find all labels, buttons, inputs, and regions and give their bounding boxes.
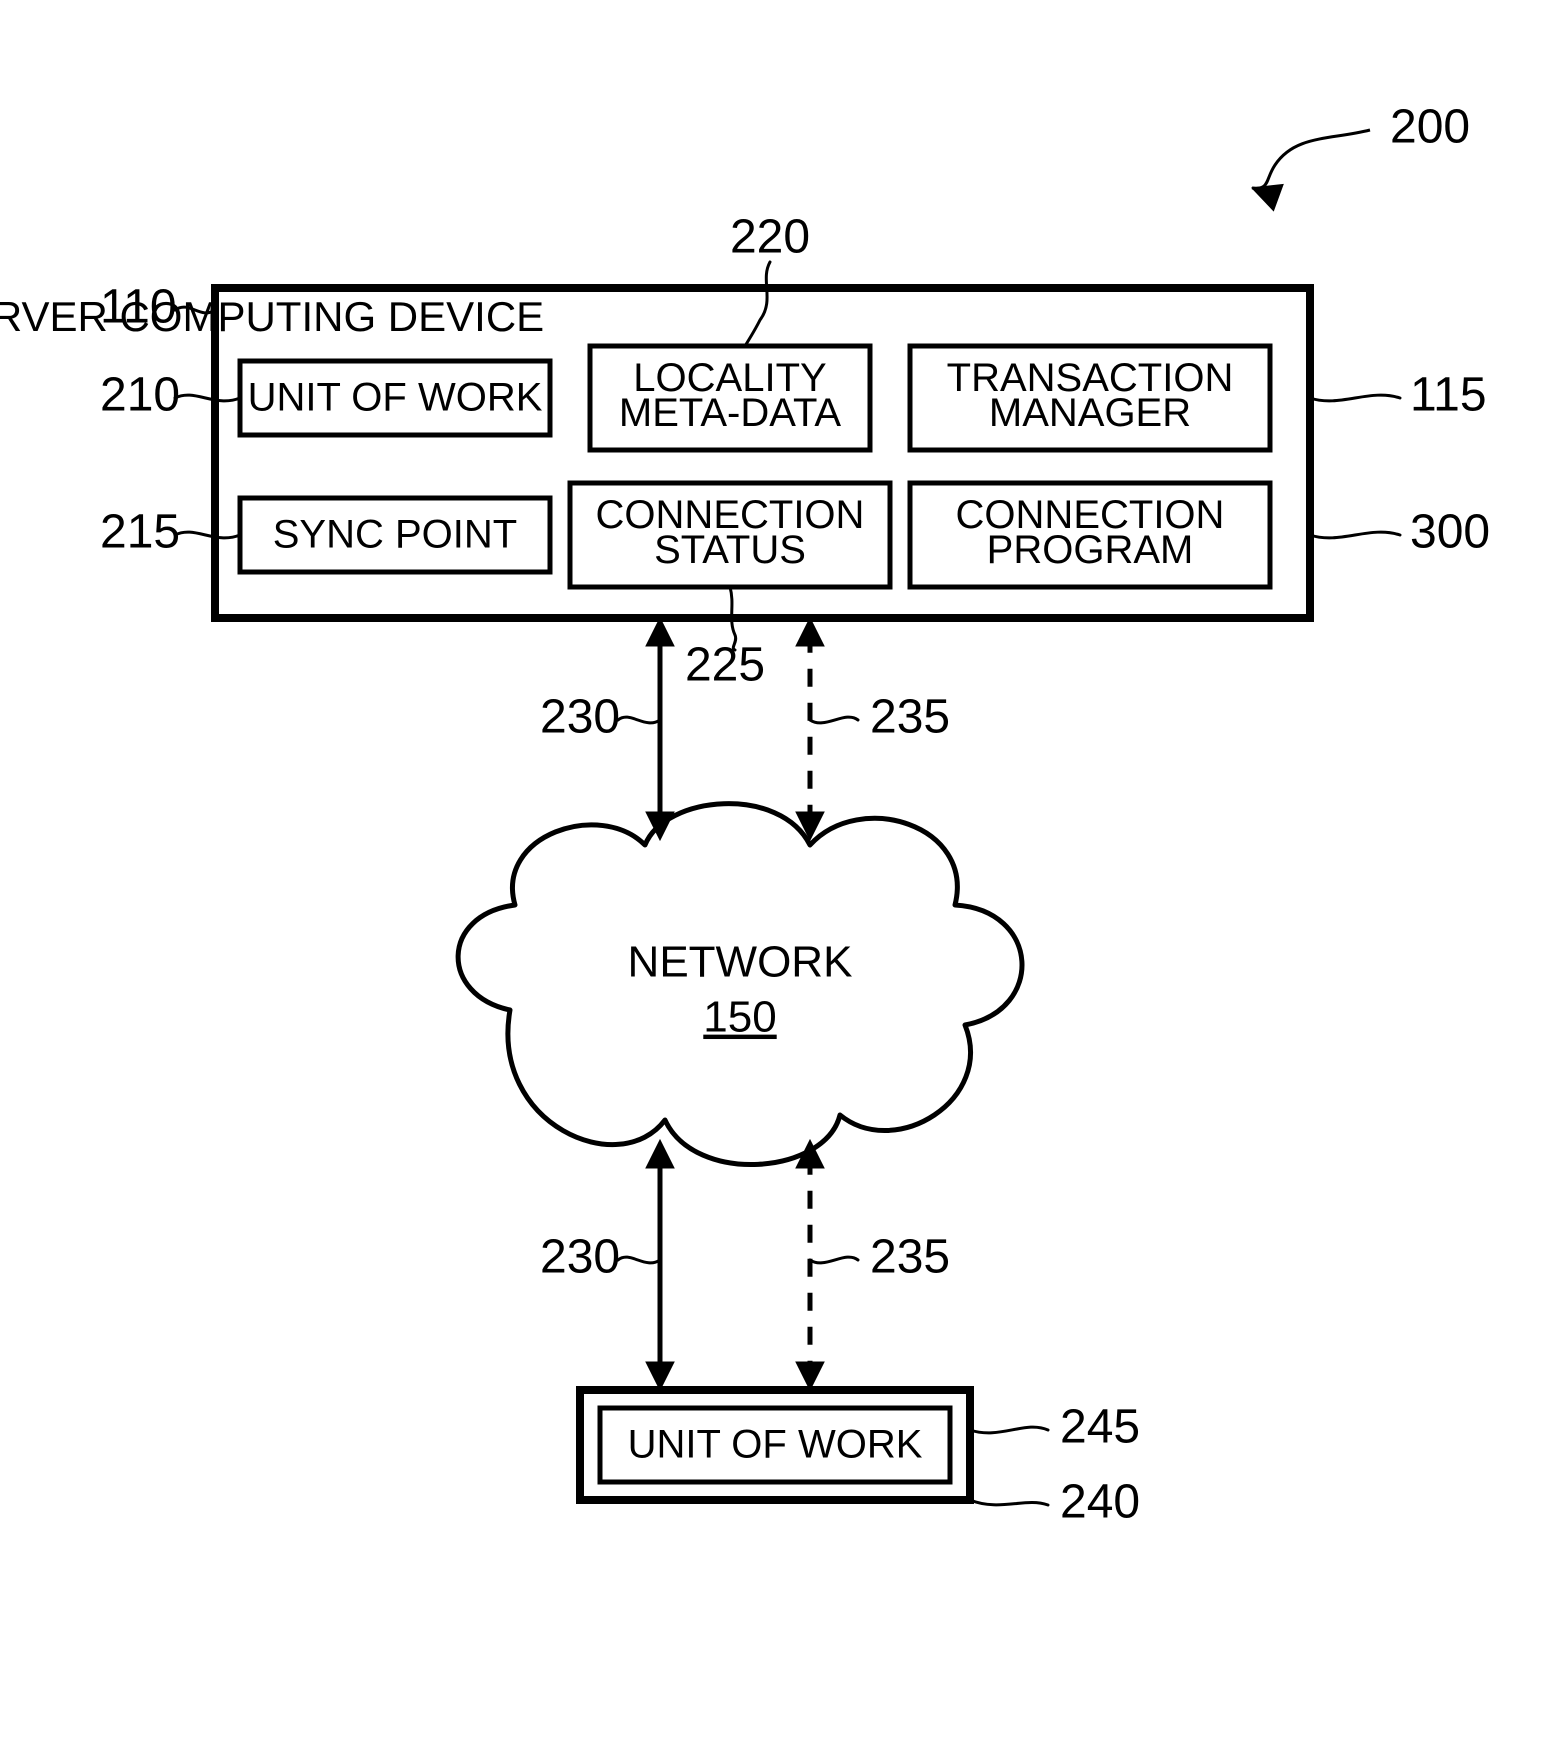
server-computing-device: SERVER COMPUTING DEVICE UNIT OF WORK LOCAL… [0, 288, 1310, 618]
svg-text:220: 220 [730, 211, 810, 264]
network-number: 150 [703, 993, 776, 1042]
ref-235: 235 [810, 1231, 950, 1284]
svg-text:245: 245 [1060, 1401, 1140, 1454]
ref-115: 115 [1310, 369, 1487, 422]
server-title: SERVER COMPUTING DEVICE [0, 293, 544, 340]
locality-box: LOCALITYMETA-DATA [590, 346, 870, 450]
svg-text:PROGRAM: PROGRAM [987, 528, 1194, 572]
txn-mgr-box: TRANSACTIONMANAGER [910, 346, 1270, 450]
ref-230: 230 [540, 1231, 660, 1284]
svg-text:STATUS: STATUS [654, 528, 806, 572]
conn-status-box: CONNECTIONSTATUS [570, 483, 890, 587]
svg-text:115: 115 [1410, 369, 1487, 422]
ref-240: 240 [970, 1476, 1140, 1529]
svg-text:230: 230 [540, 1231, 620, 1284]
svg-text:200: 200 [1390, 101, 1470, 154]
figure-reference: 200 [1252, 101, 1470, 211]
svg-text:215: 215 [100, 506, 180, 559]
svg-text:SYNC POINT: SYNC POINT [273, 513, 517, 557]
svg-text:UNIT OF WORK: UNIT OF WORK [248, 376, 543, 420]
svg-text:META-DATA: META-DATA [619, 391, 842, 435]
network-label: NETWORK [628, 938, 853, 987]
ref-230: 230 [540, 691, 660, 744]
svg-text:235: 235 [870, 691, 950, 744]
network-cloud: NETWORK 150 [458, 804, 1022, 1165]
svg-text:110: 110 [100, 281, 177, 334]
svg-text:UNIT OF WORK: UNIT OF WORK [628, 1423, 923, 1467]
conn-program-box: CONNECTIONPROGRAM [910, 483, 1270, 587]
sync-point-box: SYNC POINT [240, 498, 550, 572]
svg-text:240: 240 [1060, 1476, 1140, 1529]
ref-300: 300 [1310, 506, 1490, 559]
svg-text:MANAGER: MANAGER [989, 391, 1191, 435]
svg-text:230: 230 [540, 691, 620, 744]
svg-text:300: 300 [1410, 506, 1490, 559]
svg-text:210: 210 [100, 369, 180, 422]
svg-text:235: 235 [870, 1231, 950, 1284]
remote-unit-of-work: UNIT OF WORK [580, 1390, 970, 1500]
ref-235: 235 [810, 691, 950, 744]
unit-of-work-box: UNIT OF WORK [240, 361, 550, 435]
ref-245: 245 [970, 1401, 1140, 1454]
svg-text:225: 225 [685, 639, 765, 692]
